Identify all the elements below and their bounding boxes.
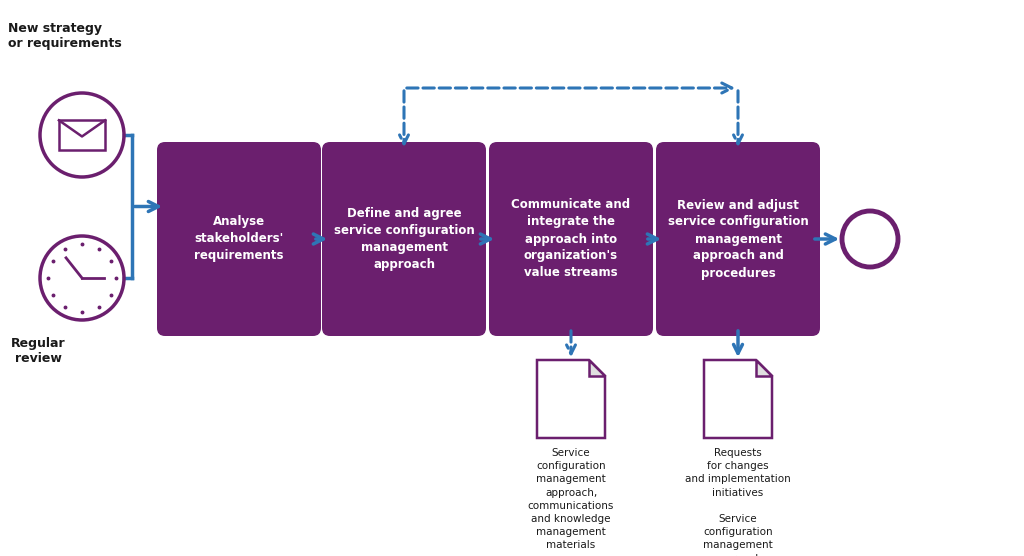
Text: Service
configuration
management
approach,
communications
and knowledge
manageme: Service configuration management approac… (527, 448, 614, 550)
Polygon shape (705, 360, 772, 438)
Polygon shape (756, 360, 772, 376)
Polygon shape (537, 360, 605, 438)
Text: Define and agree
service configuration
management
approach: Define and agree service configuration m… (334, 207, 474, 271)
FancyBboxPatch shape (489, 142, 653, 336)
FancyBboxPatch shape (157, 142, 321, 336)
Text: Regular
review: Regular review (10, 337, 66, 365)
Text: Review and adjust
service configuration
management
approach and
procedures: Review and adjust service configuration … (668, 198, 808, 280)
FancyBboxPatch shape (322, 142, 486, 336)
Polygon shape (589, 360, 605, 376)
Text: New strategy
or requirements: New strategy or requirements (8, 22, 122, 50)
FancyBboxPatch shape (656, 142, 820, 336)
Text: Analyse
stakeholders'
requirements: Analyse stakeholders' requirements (195, 216, 284, 262)
Text: Communicate and
integrate the
approach into
organization's
value streams: Communicate and integrate the approach i… (511, 198, 631, 280)
Text: Requests
for changes
and implementation
initiatives

Service
configuration
manag: Requests for changes and implementation … (685, 448, 791, 556)
